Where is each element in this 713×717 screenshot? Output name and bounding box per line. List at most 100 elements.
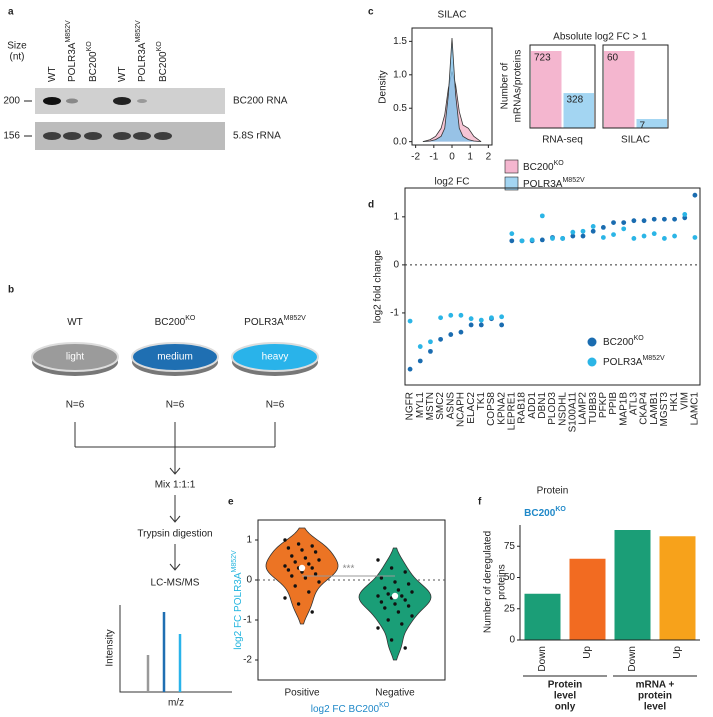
- marker-label: 156: [3, 131, 20, 142]
- x-tick-label: KPNA2: [496, 392, 507, 425]
- x-tick-label: DBN1: [537, 392, 548, 419]
- x-tick-label: VIM: [679, 392, 690, 410]
- text-part: POLR3A: [523, 179, 563, 190]
- point: [300, 548, 304, 552]
- point: [376, 626, 380, 630]
- bar: [531, 51, 562, 128]
- size-label: (nt): [10, 52, 25, 63]
- dot: [682, 212, 688, 217]
- gel-band: [43, 132, 61, 140]
- point: [396, 610, 401, 614]
- point: [303, 576, 308, 580]
- step-label: Trypsin digestion: [137, 529, 212, 540]
- dot: [692, 192, 698, 198]
- dot: [692, 235, 698, 240]
- dot: [407, 366, 413, 372]
- point: [383, 606, 387, 610]
- point: [307, 590, 311, 594]
- legend-label: BC200KO: [523, 160, 564, 173]
- group-label: protein: [638, 691, 672, 702]
- point: [286, 568, 291, 572]
- dot: [438, 315, 444, 321]
- x-tick-label: PFKP: [598, 392, 609, 418]
- chart-title: SILAC: [438, 10, 467, 21]
- superscript: KO: [379, 702, 390, 709]
- dot: [672, 216, 677, 222]
- text-part: log2 FC BC200: [311, 704, 380, 715]
- condition-label: BC200KO: [155, 315, 196, 328]
- y-tick-label: 0: [246, 575, 252, 586]
- legend-label: BC200KO: [603, 335, 644, 348]
- dot: [580, 233, 586, 239]
- text-part: POLR3A: [603, 357, 643, 368]
- panel-label: a: [8, 7, 14, 18]
- dot: [641, 218, 647, 224]
- dot: [509, 238, 515, 244]
- facet-frame: [529, 44, 596, 129]
- dot: [631, 236, 637, 241]
- dot: [550, 236, 555, 241]
- x-tick-label: PPIB: [608, 392, 619, 415]
- dot: [539, 237, 545, 243]
- panel-label: f: [478, 497, 482, 508]
- x-tick-label: TK1: [476, 392, 487, 411]
- dot: [428, 339, 433, 345]
- x-tick-label: 1: [467, 152, 473, 163]
- x-tick-label: SMC2: [435, 392, 446, 420]
- dot: [611, 232, 616, 238]
- text-part: BC200: [155, 317, 186, 328]
- dot: [651, 231, 657, 237]
- point: [283, 564, 287, 568]
- dot: [499, 314, 505, 320]
- dot: [458, 312, 464, 318]
- panel-label: b: [8, 285, 14, 296]
- text-part: POLR3A: [67, 42, 78, 82]
- x-tick-label: -2: [411, 152, 420, 163]
- x-tick-label: COPS8: [486, 392, 497, 426]
- dish: [231, 342, 319, 372]
- x-tick-label: ATL3: [629, 392, 640, 416]
- bar: [659, 536, 696, 640]
- condition-label: POLR3AM852V: [244, 315, 306, 328]
- point: [303, 556, 308, 560]
- bar: [604, 51, 635, 128]
- band-label: BC200 RNA: [233, 96, 288, 107]
- x-tick-label: NSDHL: [557, 392, 568, 426]
- dot: [651, 216, 657, 222]
- y-tick-label: 0: [509, 635, 515, 646]
- y-axis-label: proteins: [497, 564, 508, 600]
- point: [317, 580, 321, 584]
- text-part: log2 FC POLR3A: [233, 572, 244, 650]
- marker-label: 200: [3, 96, 20, 107]
- lane-label: BC200KO: [86, 41, 99, 82]
- y-tick-label: 25: [504, 603, 516, 614]
- dot: [570, 229, 576, 235]
- dish-label: heavy: [262, 352, 289, 363]
- point: [383, 586, 387, 590]
- dot: [580, 228, 586, 234]
- axes: [519, 525, 700, 641]
- dot: [489, 315, 494, 321]
- point: [386, 592, 390, 596]
- dot: [611, 220, 616, 225]
- dot: [448, 332, 454, 337]
- x-tick-label: LAMC1: [690, 392, 701, 426]
- y-axis-label: Number of deregulated: [483, 531, 494, 633]
- density-line: [422, 38, 482, 143]
- point: [396, 588, 401, 592]
- x-tick-label: Up: [582, 646, 593, 659]
- dot: [631, 218, 637, 224]
- x-tick-label: S100A11: [567, 392, 578, 433]
- dot: [641, 233, 647, 239]
- replicate-count: N=6: [66, 400, 85, 411]
- gel-band: [63, 132, 81, 140]
- group-label: level: [644, 702, 666, 713]
- point: [283, 538, 287, 542]
- x-tick-label: NCAPH: [456, 392, 467, 427]
- text-part: BC200: [523, 162, 554, 173]
- x-tick-label: LAMP2: [578, 392, 589, 425]
- point: [393, 580, 397, 584]
- point: [290, 554, 294, 558]
- gel-band: [154, 132, 172, 140]
